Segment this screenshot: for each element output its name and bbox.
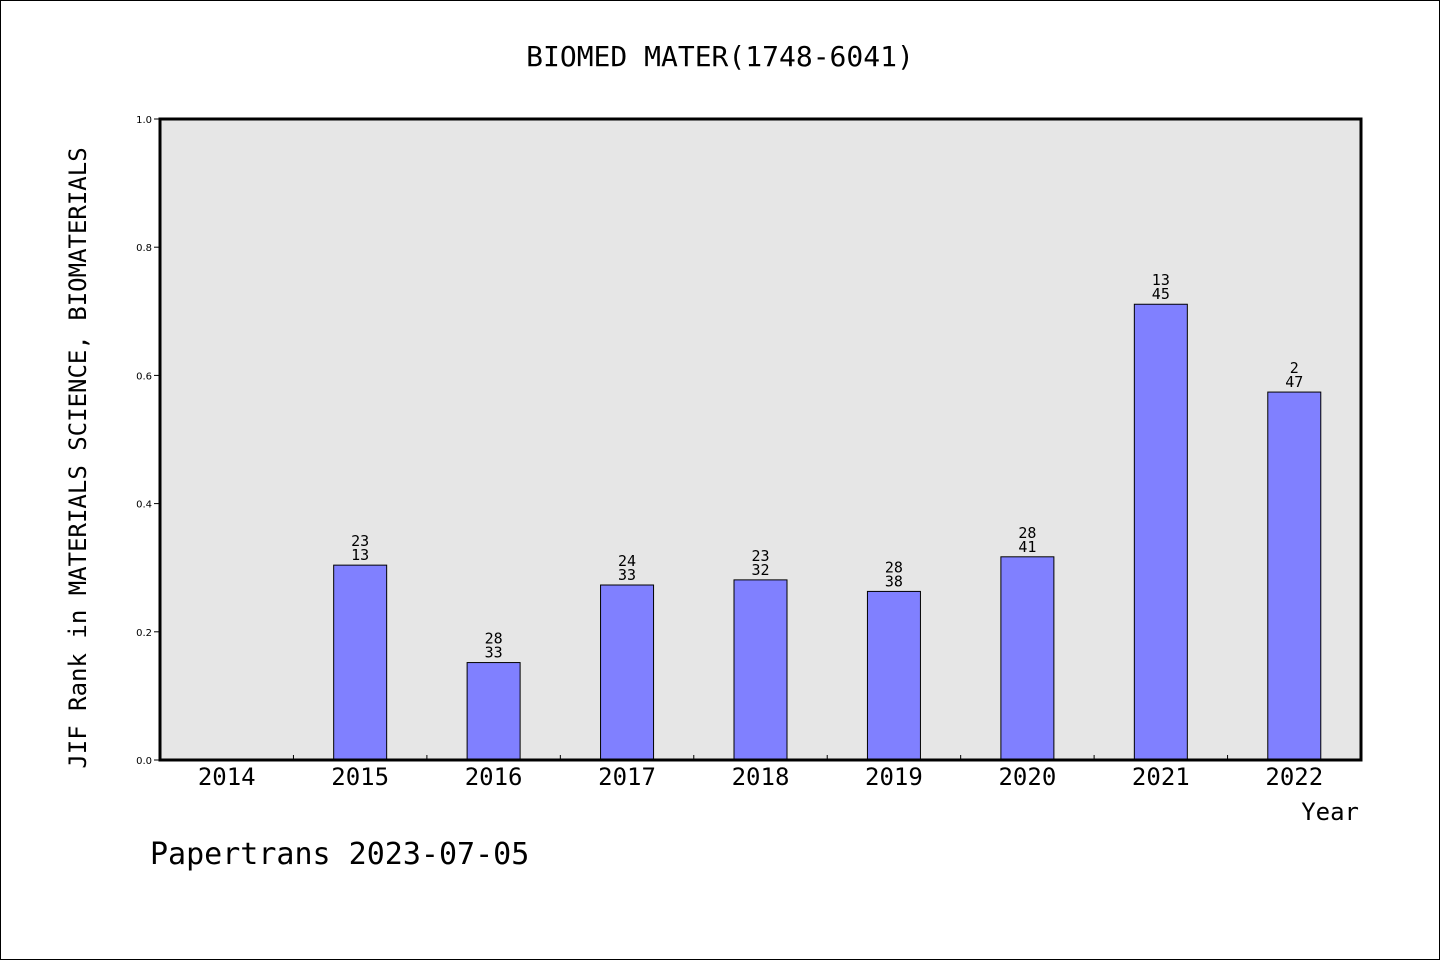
y-axis-ticks: 0.0 0.2 0.4 0.6 0.8 1.0 (136, 115, 160, 767)
x-axis-label: Year (1301, 798, 1359, 826)
bar-2016 (466, 662, 521, 761)
bar-label-top: 23 (351, 532, 369, 550)
footer-watermark: Papertrans 2023-07-05 (150, 837, 529, 872)
bar-2019 (866, 590, 921, 761)
bar-label-top: 13 (1152, 271, 1170, 289)
x-tick-label: 2018 (732, 763, 790, 791)
bar-2015 (333, 564, 388, 761)
plot-border (158, 117, 1363, 762)
x-tick-label: 2021 (1132, 763, 1190, 791)
bar-2018 (733, 579, 788, 761)
x-tick-label: 2019 (865, 763, 923, 791)
y-tick-label: 0.0 (136, 756, 152, 767)
bar-label-top: 23 (751, 547, 769, 565)
x-tick-label: 2014 (198, 763, 256, 791)
bar-label-bottom: 33 (618, 566, 636, 584)
bar-label-top: 28 (885, 558, 903, 576)
bar-label-bottom: 45 (1152, 285, 1170, 303)
x-tick-label: 2020 (998, 763, 1056, 791)
bar-2021 (1133, 303, 1188, 761)
y-axis-label: JIF Rank in MATERIALS SCIENCE, BIOMATERI… (64, 147, 92, 768)
bar-label-bottom: 13 (351, 546, 369, 564)
bar-label-bottom: 41 (1018, 538, 1036, 556)
bar-label-bottom: 32 (751, 561, 769, 579)
x-tick-label: 2017 (598, 763, 656, 791)
y-tick-label: 1.0 (136, 115, 152, 126)
bar-label-top: 24 (618, 552, 636, 570)
x-axis-ticks: 2014 2015 2016 2017 2018 2019 2020 2021 2022 (198, 755, 1323, 791)
bars-group (333, 303, 1322, 761)
bar-2022 (1267, 391, 1322, 761)
bar-label-top: 2 (1290, 359, 1299, 377)
y-tick-label: 0.2 (136, 628, 152, 639)
bar-label-top: 28 (1018, 524, 1036, 542)
x-tick-label: 2022 (1265, 763, 1323, 791)
x-tick-label: 2015 (331, 763, 389, 791)
bar-label-bottom: 38 (885, 572, 903, 590)
y-tick-label: 0.4 (136, 500, 152, 511)
bar-2017 (600, 584, 655, 761)
bar-label-bottom: 47 (1285, 373, 1303, 391)
y-tick-label: 0.6 (136, 371, 152, 382)
chart-title: BIOMED MATER(1748-6041) (526, 40, 914, 73)
bar-2020 (1000, 556, 1055, 761)
bar-label-bottom: 33 (485, 644, 503, 662)
x-tick-label: 2016 (465, 763, 523, 791)
bar-label-top: 28 (485, 630, 503, 648)
y-tick-label: 0.8 (136, 243, 152, 254)
